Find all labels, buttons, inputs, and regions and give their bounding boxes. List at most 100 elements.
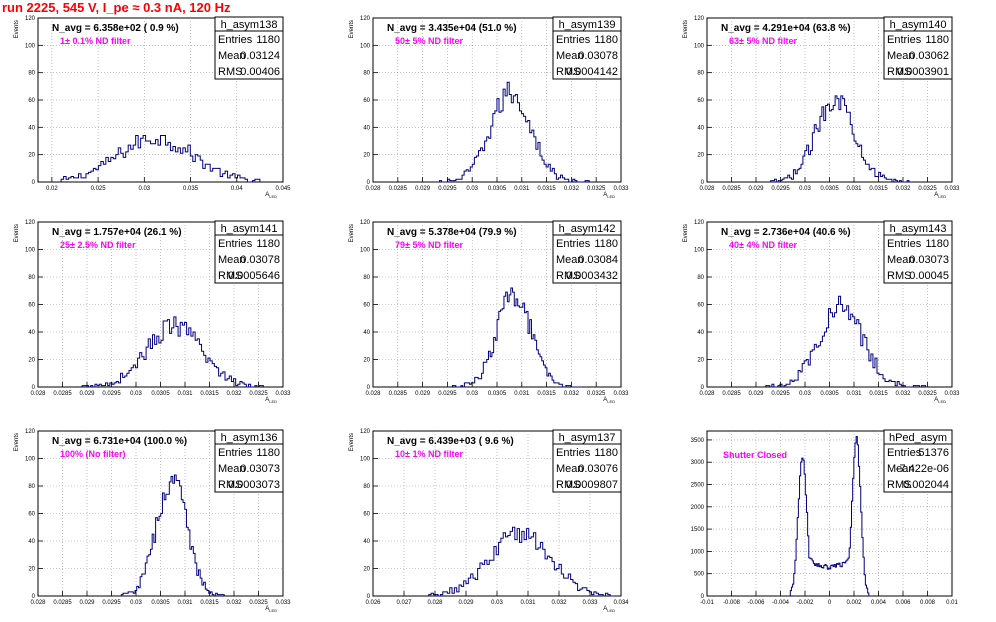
histogram-line	[451, 287, 582, 388]
stat-value-entries: 1180	[256, 238, 280, 250]
stat-value-mean: -7.422e-06	[896, 463, 949, 475]
y-axis-title: Events	[14, 20, 20, 38]
y-axis-title: Events	[349, 20, 355, 38]
stat-label-rms: RMS	[556, 479, 580, 491]
x-tick-label: 0.0325	[249, 391, 268, 397]
x-tick-label: 0.028	[427, 600, 443, 606]
stat-value-entries: 1180	[256, 447, 280, 459]
x-tick-label: 0	[828, 600, 832, 606]
stat-value-entries: 1180	[925, 238, 949, 250]
y-tick-label: 1500	[691, 527, 705, 533]
x-tick-label: 0.0285	[722, 186, 741, 192]
histogram-line	[770, 95, 913, 183]
x-tick-label: 0.03	[130, 391, 142, 397]
stats-box-frame	[552, 429, 622, 493]
x-tick-label: 0.031	[177, 600, 193, 606]
stat-value-mean: 0.03076	[578, 463, 618, 475]
n-avg-annotation: N_avg = 3.435e+04 (51.0 %)	[387, 23, 517, 34]
y-tick-label: 60	[363, 512, 370, 518]
x-tick-label: 0.029	[79, 600, 95, 606]
histogram-pane-h_asym140: 0.028 0.0285 0.029 0.0295 0.03 0.0305 0.031 0.0…	[683, 16, 960, 199]
y-tick-label: 120	[360, 220, 371, 226]
x-tick-label: 0.027	[396, 600, 412, 606]
y-tick-label: 80	[363, 484, 370, 490]
histogram-pane-h_asym136: 0.028 0.0285 0.029 0.0295 0.03 0.0305 0.031 0.0…	[14, 429, 291, 613]
y-tick-label: 80	[697, 71, 704, 77]
x-tick-label: 0.0285	[53, 391, 72, 397]
y-tick-label: 80	[28, 484, 35, 490]
n-avg-annotation: N_avg = 5.378e+04 (79.9 %)	[387, 227, 517, 238]
stat-value-entries: 51376	[918, 447, 949, 459]
stats-box-frame	[883, 429, 953, 493]
y-tick-label: 80	[28, 275, 35, 281]
x-tick-label: 0.0305	[820, 186, 839, 192]
y-tick-label: 80	[28, 71, 35, 77]
y-axis-title: Events	[14, 433, 20, 451]
y-tick-label: 60	[28, 98, 35, 104]
y-tick-label: 1000	[691, 549, 705, 555]
x-tick-label: 0.033	[275, 600, 291, 606]
y-tick-label: 40	[697, 125, 704, 131]
x-tick-label: 0.02	[46, 186, 58, 192]
stat-label-rms: RMS	[887, 66, 911, 78]
filter-label: 63± 5% ND filter	[729, 36, 797, 46]
y-tick-label: 0	[32, 180, 36, 186]
x-tick-label: 0.031	[514, 391, 530, 397]
stat-value-rms: 0.0003073	[228, 479, 280, 491]
histogram-pane-h_asym141: 0.028 0.0285 0.029 0.0295 0.03 0.0305 0.031 0.0…	[14, 220, 291, 404]
x-tick-label: 0.0285	[389, 391, 408, 397]
x-tick-label: 0.0325	[587, 186, 606, 192]
y-tick-label: 0	[367, 180, 371, 186]
histogram-pane-h_asym143: 0.028 0.0285 0.029 0.0295 0.03 0.0305 0.031 0.0…	[683, 220, 960, 404]
stat-value-rms: 0.00045	[909, 270, 949, 282]
stat-value-rms: 0.0005646	[228, 270, 280, 282]
x-tick-label: 0.028	[699, 391, 715, 397]
x-tick-label: 0.033	[582, 600, 598, 606]
filter-label: 10± 1% ND filter	[395, 449, 463, 459]
y-tick-label: 3000	[691, 460, 705, 466]
y-tick-label: 120	[694, 16, 705, 22]
x-tick-label: 0.032	[226, 600, 242, 606]
y-tick-label: 80	[697, 275, 704, 281]
n-avg-annotation: N_avg = 6.439e+03 ( 9.6 %)	[387, 436, 514, 447]
x-tick-label: 0.032	[564, 186, 580, 192]
y-axis-title: Events	[349, 224, 355, 242]
filter-label: 25± 2.5% ND filter	[60, 240, 136, 250]
stat-value-mean: 0.03073	[240, 463, 280, 475]
y-tick-label: 0	[32, 594, 36, 600]
stat-label-mean: Mean	[218, 463, 246, 475]
histogram-name: h_asym143	[890, 223, 947, 235]
x-tick-label: 0.028	[365, 391, 381, 397]
histogram-line	[120, 474, 225, 597]
y-tick-label: 20	[28, 153, 35, 159]
histogram-pane-h_asym142: 0.028 0.0285 0.029 0.0295 0.03 0.0305 0.031 0.0…	[349, 220, 629, 404]
y-tick-label: 60	[28, 303, 35, 309]
histogram-line	[81, 316, 264, 388]
stat-label-entries: Entries	[218, 447, 253, 459]
x-tick-label: 0.025	[91, 186, 107, 192]
y-axis-title: Events	[683, 224, 689, 242]
histogram-pane-h_asym139: 0.028 0.0285 0.029 0.0295 0.03 0.0305 0.031 0.0…	[349, 16, 629, 199]
y-tick-label: 120	[360, 16, 371, 22]
x-tick-label: 0.028	[699, 186, 715, 192]
stat-label-rms: RMS	[556, 66, 580, 78]
histogram-name: h_asym136	[221, 432, 278, 444]
x-tick-label: 0.033	[613, 391, 629, 397]
x-tick-label: 0.01	[946, 600, 958, 606]
x-tick-label: 0.0305	[488, 391, 507, 397]
stat-label-entries: Entries	[218, 34, 253, 46]
x-tick-label: 0.031	[177, 391, 193, 397]
stat-label-entries: Entries	[556, 34, 591, 46]
stat-label-rms: RMS	[218, 66, 242, 78]
n-avg-annotation: N_avg = 1.757e+04 (26.1 %)	[52, 227, 182, 238]
x-tick-label: 0.0315	[200, 391, 219, 397]
y-tick-label: 120	[694, 220, 705, 226]
x-tick-label: 0.033	[944, 391, 960, 397]
stats-box-frame	[214, 429, 284, 493]
n-avg-annotation: N_avg = 2.736e+04 (40.6 %)	[721, 227, 851, 238]
